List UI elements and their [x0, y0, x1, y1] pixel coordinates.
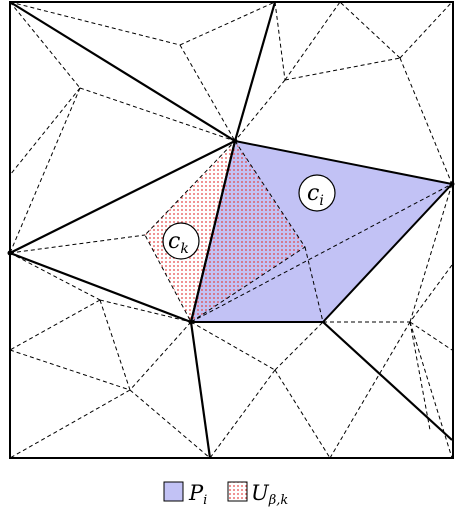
solid-edges: [9, 1, 453, 459]
node: [232, 138, 238, 144]
svg-text:ck: ck: [168, 229, 189, 257]
legend-label-pi-base: P: [188, 481, 204, 505]
legend-label-pi-sub: i: [203, 493, 207, 508]
legend: Pi Uβ,k: [163, 481, 288, 508]
dashed-edges: [9, 1, 453, 459]
legend-swatch-u: [227, 481, 248, 502]
label-ci-base: c: [307, 181, 319, 206]
label-ck-sub: k: [180, 241, 188, 257]
node: [449, 181, 455, 187]
label-ci-sub: i: [319, 193, 323, 209]
svg-text:Uβ,k: Uβ,k: [251, 481, 288, 508]
label-ck: ck: [162, 222, 200, 260]
node: [7, 250, 13, 256]
svg-text:ci: ci: [307, 181, 324, 209]
frame: [9, 1, 454, 459]
legend-label-u-base: U: [251, 481, 270, 505]
label-ck-base: c: [168, 229, 180, 254]
svg-text:Pi: Pi: [188, 481, 207, 508]
legend-swatch-pi: [163, 481, 184, 502]
label-ci: ci: [298, 174, 336, 212]
region-u-beta-k: [144, 140, 306, 323]
node: [188, 319, 194, 325]
legend-label-u-sub: β,k: [268, 493, 289, 508]
